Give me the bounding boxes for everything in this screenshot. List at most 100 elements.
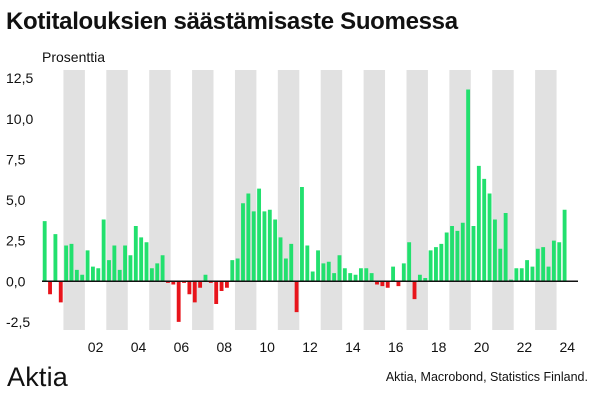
bar bbox=[133, 226, 138, 282]
y-axis-ticks: -2,5 0,0 2,5 5,0 7,5 10,0 12,5 bbox=[6, 70, 33, 330]
bar bbox=[187, 281, 192, 295]
bar bbox=[428, 250, 433, 282]
bar bbox=[42, 221, 47, 282]
bar bbox=[407, 242, 412, 282]
bar bbox=[48, 281, 52, 295]
bar bbox=[439, 243, 444, 282]
bar bbox=[283, 258, 288, 282]
bar bbox=[444, 232, 449, 282]
bar bbox=[80, 274, 85, 282]
bar bbox=[208, 281, 213, 283]
bar bbox=[257, 188, 262, 282]
bar bbox=[85, 250, 90, 282]
bar bbox=[423, 278, 428, 282]
x-tick-label: 02 bbox=[88, 339, 104, 355]
bar bbox=[160, 255, 165, 282]
bar bbox=[369, 273, 374, 282]
year-band-2019 bbox=[449, 70, 471, 330]
bar bbox=[251, 211, 256, 282]
bar bbox=[466, 89, 471, 282]
bar bbox=[219, 281, 224, 291]
bar bbox=[273, 219, 278, 282]
year-band-2007 bbox=[192, 70, 214, 330]
bar bbox=[90, 266, 95, 282]
x-tick-label: 04 bbox=[131, 339, 147, 355]
y-tick-label: -2,5 bbox=[6, 314, 30, 330]
bar bbox=[64, 245, 69, 282]
chart-title: Kotitalouksien säästämisaste Suomessa bbox=[6, 8, 458, 35]
bar bbox=[246, 193, 251, 282]
bar bbox=[144, 242, 149, 282]
bar bbox=[396, 281, 401, 287]
bar bbox=[358, 268, 363, 282]
bar bbox=[176, 281, 181, 322]
bar bbox=[230, 260, 235, 282]
bar bbox=[455, 230, 460, 282]
brand-logo: Aktia bbox=[7, 362, 69, 392]
bar bbox=[487, 193, 492, 282]
bar bbox=[551, 240, 556, 282]
bar bbox=[224, 281, 229, 288]
bar bbox=[535, 248, 540, 282]
bar bbox=[74, 269, 79, 282]
bar bbox=[305, 245, 310, 282]
bar bbox=[332, 273, 337, 282]
year-band-2021 bbox=[492, 70, 514, 330]
year-band-2015 bbox=[363, 70, 386, 330]
bar bbox=[316, 250, 320, 282]
bar bbox=[364, 268, 369, 282]
bar bbox=[294, 281, 299, 313]
y-tick-label: 7,5 bbox=[6, 151, 26, 167]
bar bbox=[235, 258, 240, 282]
y-tick-label: 5,0 bbox=[6, 192, 26, 208]
bar bbox=[557, 242, 562, 282]
x-tick-label: 22 bbox=[517, 339, 533, 355]
bar bbox=[241, 203, 245, 282]
year-band-2013 bbox=[320, 70, 343, 330]
bar bbox=[476, 165, 481, 282]
x-tick-label: 12 bbox=[302, 339, 318, 355]
bar bbox=[203, 274, 208, 282]
bar bbox=[375, 281, 379, 285]
bar bbox=[498, 248, 503, 282]
x-axis-ticks: 02 04 06 08 10 12 14 16 18 20 22 24 bbox=[88, 339, 575, 355]
year-band-2017 bbox=[406, 70, 428, 330]
x-tick-label: 18 bbox=[431, 339, 447, 355]
bar bbox=[385, 281, 390, 288]
x-tick-label: 16 bbox=[388, 339, 404, 355]
year-band-2009 bbox=[234, 70, 257, 330]
bar bbox=[53, 234, 58, 282]
bar bbox=[112, 245, 117, 282]
bar bbox=[171, 281, 176, 285]
bar bbox=[492, 219, 497, 282]
bar bbox=[519, 268, 524, 282]
bar bbox=[509, 279, 513, 282]
bar bbox=[471, 226, 476, 282]
y-tick-label: 10,0 bbox=[6, 111, 33, 127]
year-band-2023 bbox=[535, 70, 557, 330]
bar bbox=[541, 247, 546, 282]
year-bands bbox=[63, 70, 557, 330]
bar bbox=[525, 260, 530, 282]
bar bbox=[289, 243, 294, 282]
bar-series bbox=[42, 89, 567, 322]
bar bbox=[107, 260, 111, 282]
bar bbox=[149, 268, 154, 282]
bar bbox=[514, 268, 519, 282]
bar bbox=[337, 255, 342, 282]
bar bbox=[412, 281, 417, 300]
bar bbox=[262, 211, 267, 282]
y-tick-label: 0,0 bbox=[6, 273, 26, 289]
bar bbox=[192, 281, 197, 303]
bar bbox=[482, 178, 487, 282]
bar bbox=[391, 266, 396, 282]
bar bbox=[267, 209, 272, 282]
bar bbox=[562, 209, 567, 282]
year-band-2001 bbox=[63, 70, 85, 330]
bar bbox=[69, 243, 74, 282]
x-tick-label: 20 bbox=[474, 339, 490, 355]
bar bbox=[434, 247, 438, 282]
bar bbox=[503, 213, 508, 282]
bar bbox=[128, 255, 133, 282]
